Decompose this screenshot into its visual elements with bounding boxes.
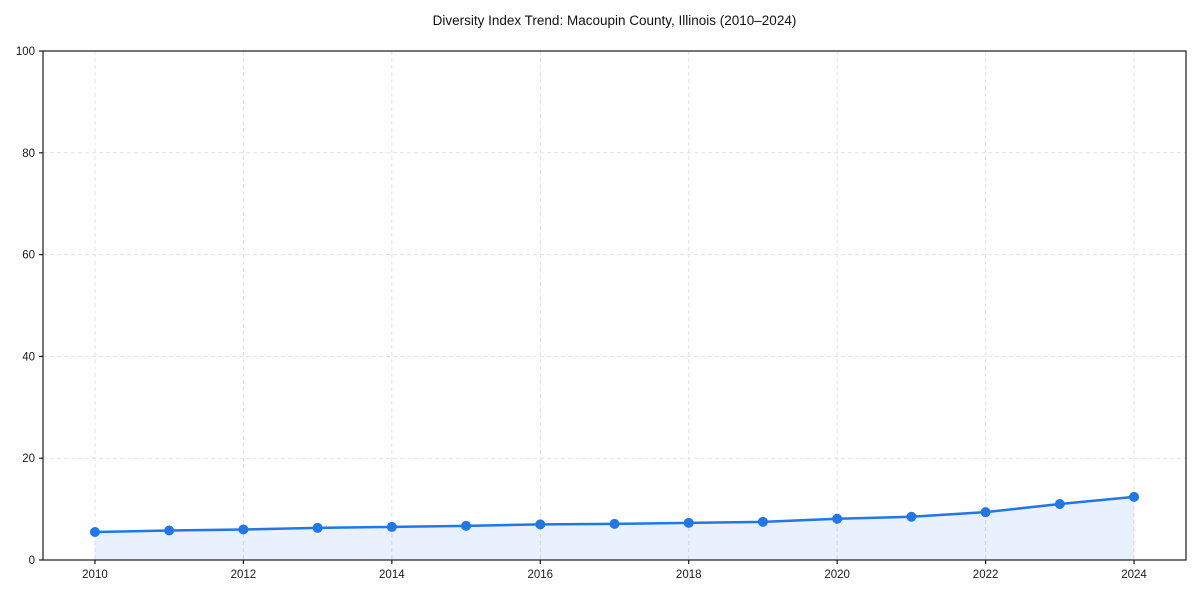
data-point: [164, 525, 175, 536]
data-point: [1054, 499, 1065, 510]
data-point: [906, 511, 917, 522]
y-tick-label: 40: [22, 351, 35, 363]
y-tick-label: 80: [22, 148, 35, 160]
y-tick-label: 0: [29, 555, 35, 567]
data-point: [238, 524, 249, 535]
plot-border: [42, 50, 1187, 561]
data-point: [683, 517, 694, 528]
data-point: [1129, 491, 1140, 502]
data-point: [461, 520, 472, 531]
y-tick-label: 100: [16, 46, 35, 58]
x-tick-label: 2018: [676, 569, 702, 581]
data-point: [609, 518, 620, 529]
data-point: [980, 507, 991, 518]
x-tick-label: 2022: [973, 569, 999, 581]
data-point: [89, 527, 100, 538]
chart-title: Diversity Index Trend: Macoupin County, …: [432, 13, 797, 28]
data-point: [386, 521, 397, 532]
x-tick-label: 2016: [527, 569, 553, 581]
y-tick-label: 20: [22, 453, 35, 465]
x-tick-label: 2014: [379, 569, 405, 581]
x-tick-label: 2020: [824, 569, 850, 581]
data-point: [757, 516, 768, 527]
y-tick-label: 60: [22, 250, 35, 262]
data-point: [832, 513, 843, 524]
data-point: [312, 522, 323, 533]
data-point: [535, 519, 546, 530]
x-tick-label: 2012: [231, 569, 257, 581]
x-tick-label: 2024: [1121, 569, 1147, 581]
x-tick-label: 2010: [82, 569, 108, 581]
